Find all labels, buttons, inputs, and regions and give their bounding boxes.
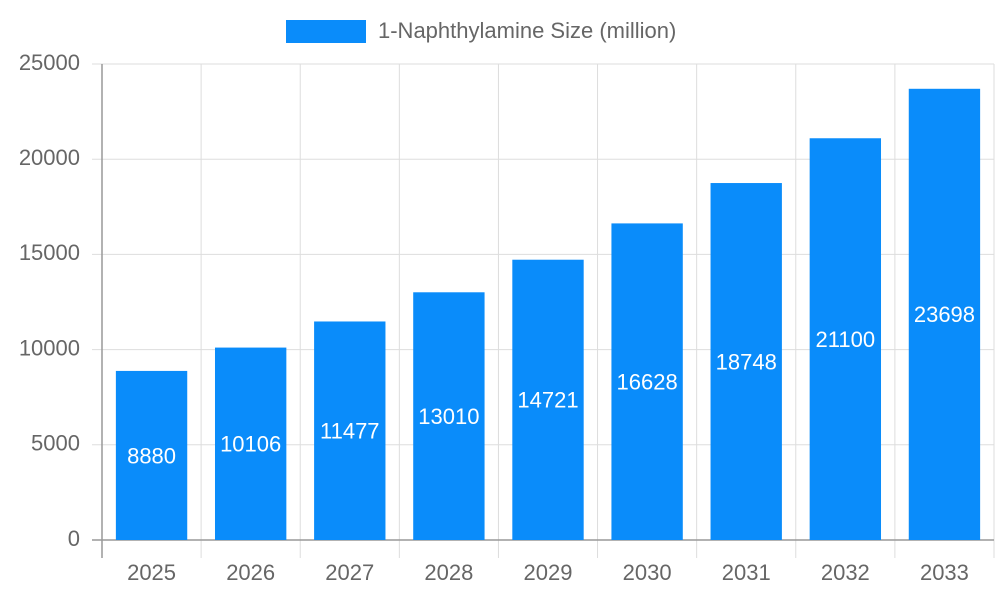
legend-swatch: [286, 20, 366, 43]
x-tick-label: 2025: [127, 560, 176, 585]
x-tick-label: 2031: [722, 560, 771, 585]
data-label: 10106: [220, 432, 281, 457]
bar: [115, 370, 188, 540]
bar: [314, 321, 386, 540]
bar: [214, 347, 287, 540]
x-tick-label: 2032: [821, 560, 870, 585]
data-label: 8880: [127, 443, 176, 468]
y-tick-label: 10000: [19, 335, 80, 360]
y-tick-label: 25000: [19, 50, 80, 75]
x-tick-label: 2029: [524, 560, 573, 585]
bar: [413, 292, 485, 540]
data-label: 16628: [617, 370, 678, 395]
legend-label: 1-Naphthylamine Size (million): [378, 18, 676, 43]
bar: [809, 138, 882, 541]
y-tick-label: 20000: [19, 145, 80, 170]
y-tick-label: 0: [68, 526, 80, 551]
bar: [710, 183, 782, 540]
data-label: 14721: [517, 388, 578, 413]
bar: [512, 259, 584, 540]
x-tick-label: 2030: [623, 560, 672, 585]
data-label: 21100: [816, 327, 876, 352]
bar: [908, 88, 981, 541]
y-tick-label: 5000: [31, 431, 80, 456]
x-tick-label: 2028: [424, 560, 473, 585]
x-tick-label: 2027: [325, 560, 374, 585]
bar: [611, 223, 683, 540]
data-label: 23698: [914, 302, 975, 327]
x-tick-label: 2026: [226, 560, 275, 585]
data-label: 18748: [716, 349, 777, 374]
data-label: 11477: [320, 419, 380, 444]
data-label: 13010: [418, 404, 479, 429]
y-tick-label: 15000: [19, 240, 80, 265]
x-tick-label: 2033: [920, 560, 969, 585]
